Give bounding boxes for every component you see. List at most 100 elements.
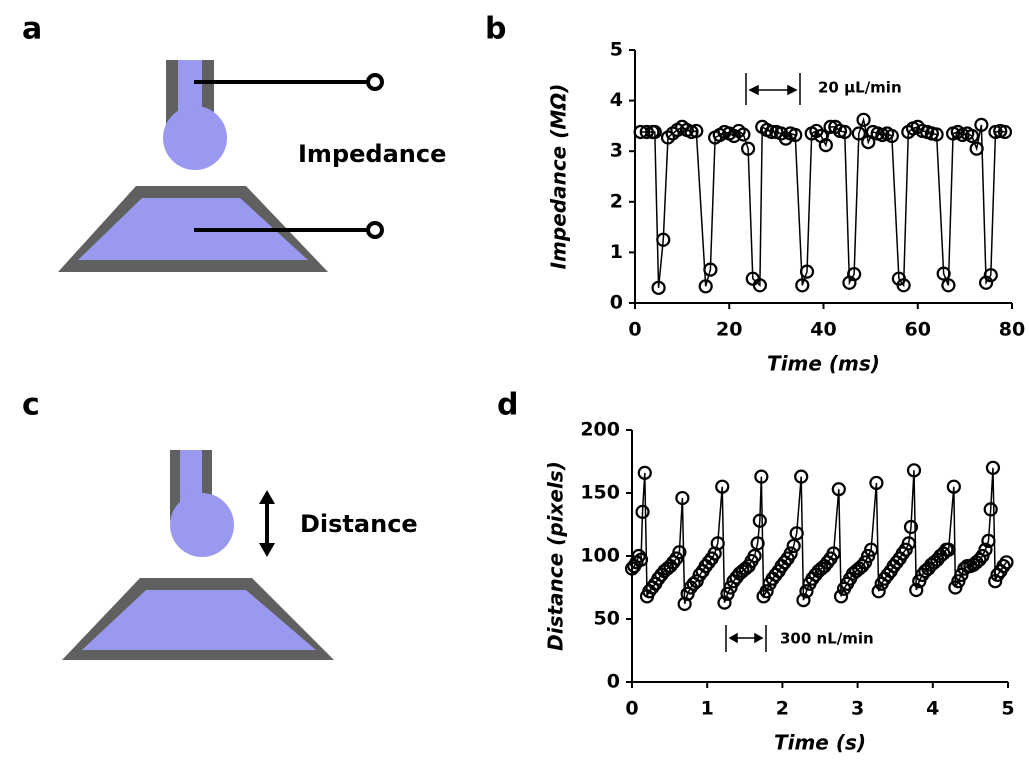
data-point: [896, 278, 911, 293]
data-point: [941, 542, 956, 557]
x-axis-title: Time (ms): [767, 352, 880, 376]
data-point: [996, 558, 1011, 574]
data-point: [789, 526, 804, 541]
y-tick-label: 50: [594, 608, 620, 630]
data-point: [666, 555, 681, 570]
diagram-label: Impedance: [298, 140, 446, 168]
data-point: [698, 279, 713, 294]
data-point: [901, 536, 916, 551]
annotation: 20 µL/min: [818, 79, 902, 97]
data-point: [752, 513, 767, 528]
y-tick-label: 5: [610, 39, 623, 61]
data-point: [985, 460, 1001, 475]
data-point: [715, 479, 730, 494]
data-point: [740, 141, 756, 156]
annotation-arrow: [745, 73, 801, 105]
data-point: [864, 542, 879, 557]
x-axis-title: Time (s): [774, 731, 866, 755]
data-point: [851, 126, 866, 141]
data-point: [833, 589, 849, 604]
diagram-distance: Distance: [62, 450, 418, 660]
y-tick-label: 3: [610, 140, 623, 162]
x-tick-label: 5: [1001, 698, 1014, 720]
data-point: [895, 546, 910, 561]
annotation: 300 nL/min: [780, 630, 874, 648]
data-point: [783, 546, 798, 561]
data-point: [869, 475, 884, 491]
annotation-arrow: [725, 625, 767, 652]
x-tick-label: 20: [716, 319, 742, 341]
series-line: [631, 467, 1008, 605]
data-point: [936, 266, 951, 281]
data-point: [750, 536, 765, 551]
data-point: [826, 546, 841, 561]
x-tick-label: 40: [810, 319, 836, 341]
data-point: [997, 124, 1013, 140]
data-point: [983, 268, 998, 283]
data-point: [909, 582, 924, 598]
data-point: [818, 138, 833, 153]
data-point: [978, 542, 993, 557]
diagram-impedance: Impedance: [58, 60, 446, 272]
data-point: [639, 124, 654, 140]
data-point: [831, 482, 846, 497]
series-line: [640, 117, 1006, 288]
data-point: [635, 504, 650, 519]
x-tick-label: 1: [701, 698, 714, 720]
data-point: [647, 124, 662, 140]
data-point: [856, 112, 871, 127]
data-point: [903, 519, 919, 535]
data-point: [752, 278, 767, 293]
data-point: [799, 264, 815, 279]
data-point: [672, 545, 687, 560]
data-point: [796, 592, 811, 608]
data-point: [675, 490, 690, 506]
data-point: [786, 538, 801, 554]
data-point: [972, 552, 987, 567]
data-point: [710, 536, 725, 551]
x-tick-label: 80: [999, 319, 1025, 341]
data-point: [788, 127, 803, 143]
y-tick-label: 1: [610, 241, 623, 263]
data-point: [689, 123, 704, 139]
data-point: [999, 555, 1014, 570]
panel-label: b: [485, 12, 506, 47]
x-tick-label: 0: [625, 698, 638, 720]
data-point: [929, 127, 944, 142]
y-tick-label: 4: [610, 89, 623, 111]
diagram-label: Distance: [300, 510, 418, 538]
data-point: [633, 552, 649, 567]
data-point: [964, 128, 980, 144]
data-point: [759, 584, 774, 599]
x-tick-label: 0: [628, 319, 641, 341]
data-point: [871, 584, 886, 599]
data-point: [946, 479, 961, 494]
y-tick-label: 0: [607, 671, 620, 693]
data-point: [974, 117, 989, 132]
x-tick-label: 2: [776, 698, 789, 720]
x-tick-label: 4: [926, 698, 939, 720]
data-point: [847, 267, 862, 282]
data-point: [747, 548, 762, 564]
panel-label: a: [22, 12, 42, 47]
data-point: [717, 595, 732, 610]
data-point: [703, 262, 718, 277]
data-point: [981, 533, 996, 548]
y-axis-title: Distance (pixels): [544, 461, 568, 651]
y-axis-title: Impedance (MΩ): [547, 84, 571, 270]
data-point: [764, 124, 779, 140]
panel-label: d: [497, 388, 518, 423]
data-point: [941, 278, 956, 293]
data-point: [795, 278, 810, 293]
y-tick-label: 100: [580, 545, 620, 567]
data-point: [799, 584, 814, 599]
data-point: [736, 127, 751, 142]
data-point: [794, 469, 809, 484]
data-point: [969, 141, 984, 156]
y-tick-label: 150: [580, 482, 620, 504]
y-tick-label: 0: [610, 292, 623, 314]
data-point: [651, 280, 666, 295]
y-tick-label: 200: [580, 419, 620, 441]
data-point: [754, 469, 769, 484]
data-point: [837, 124, 852, 140]
